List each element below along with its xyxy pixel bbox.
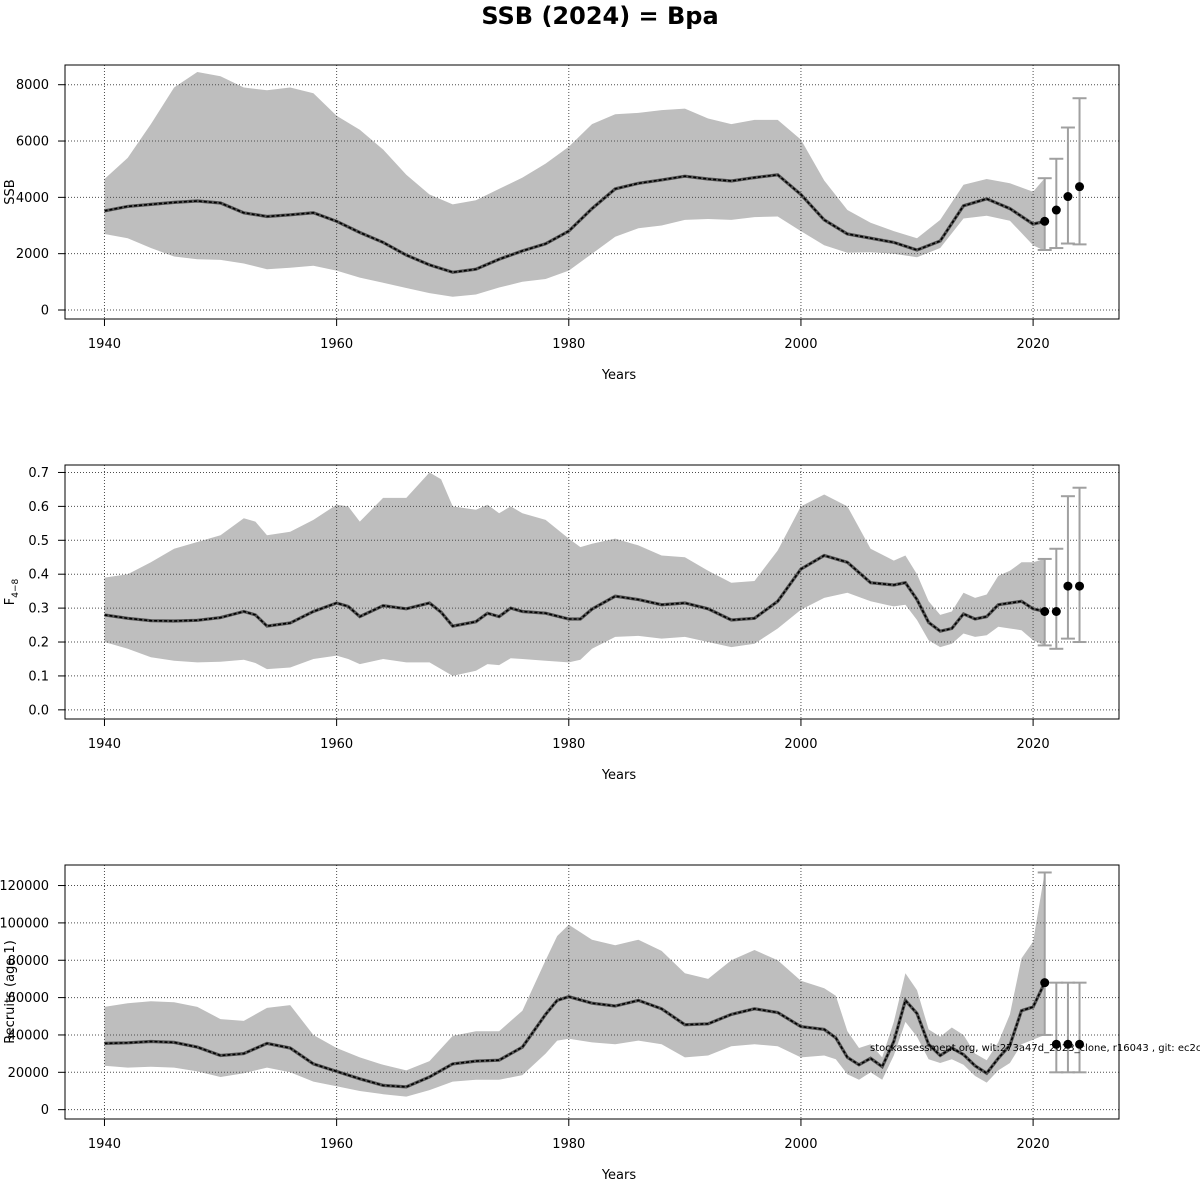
f-plot-frame [64,464,1120,720]
recruits-plot-frame [64,864,1120,1120]
recruits-panel: 1940 1960 1980 2000 2020 0 20000 40000 60000 8000… [0,864,1120,1183]
recruits-y-tick-label: 0 [41,1103,49,1118]
recruits-forecast-point [1040,978,1050,988]
ssb-x-tick-label: 1960 [320,337,353,352]
ssb-x-tick-label: 2020 [1017,337,1050,352]
recruits-y-tick-label: 120000 [0,879,49,894]
recruits-forecast-point [1075,1039,1085,1049]
ssb-x-axis-label: Years [601,368,637,383]
f-x-tick-label: 1960 [320,737,353,752]
recruits-x-tick-label: 1940 [88,1137,121,1152]
ssb-confidence-band [104,72,1045,297]
f-y-tick-label: 0.3 [28,602,49,617]
recruits-forecast-point [1051,1039,1061,1049]
f-forecast-point [1040,606,1050,616]
ssb-forecast-point [1040,216,1050,226]
f-y-tick-label: 0.7 [28,466,49,481]
f-x-tick-label: 1980 [552,737,585,752]
recruits-confidence-band [104,872,1045,1097]
ssb-y-tick-label: 0 [41,303,49,318]
ssb-forecast-point [1075,182,1085,192]
f-confidence-band [104,472,1045,676]
f-x-tick-label: 2000 [784,737,817,752]
f-y-axis-label-subscript: 4−8 [11,578,21,597]
ssb-y-axis-label: SSB [3,179,18,204]
ssb-y-tick-label: 6000 [16,135,49,150]
f-y-tick-label: 0.5 [28,534,49,549]
recruits-y-tick-label: 20000 [8,1066,49,1081]
recruits-y-tick-label: 80000 [8,954,49,969]
f-estimate-line [104,554,1045,633]
recruits-x-tick-label: 1980 [552,1137,585,1152]
ssb-y-tick-label: 4000 [16,191,49,206]
recruits-estimate-line [104,982,1046,1088]
ssb-y-tick-label: 8000 [16,78,49,93]
recruits-y-tick-label: 60000 [8,991,49,1006]
f-y-tick-label: 0.0 [28,703,49,718]
fishing-mortality-panel: 1940 1960 1980 2000 2020 0.0 0.1 0.2 0.3 0.4 0.5 0.… [3,464,1120,783]
recruits-x-axis-label: Years [601,1168,637,1183]
f-y-axis-label: F4−8 [3,578,21,605]
ssb-x-tick-label: 1940 [88,337,121,352]
ssb-y-tick-label: 2000 [16,247,49,262]
ssb-forecast-point [1051,205,1061,215]
f-y-tick-label: 0.2 [28,636,49,651]
recruits-x-tick-label: 2000 [784,1137,817,1152]
f-x-axis-label: Years [601,768,637,783]
f-y-tick-label: 0.6 [28,500,49,515]
watermark-text: stockassessment.org, wit:273a47d_2023_cl… [870,1043,1200,1054]
f-x-tick-label: 1940 [88,737,121,752]
f-forecast-point [1051,606,1061,616]
f-y-tick-label: 0.4 [28,568,49,583]
f-y-tick-label: 0.1 [28,669,49,684]
recruits-x-tick-label: 1960 [320,1137,353,1152]
ssb-estimate-line [104,173,1045,274]
ssb-plot-frame [64,64,1120,320]
recruits-y-tick-label: 100000 [0,916,49,931]
ssb-panel: 1940 1960 1980 2000 2020 0 2000 4000 6000 8000 Yea… [3,64,1120,383]
ssb-x-tick-label: 2000 [784,337,817,352]
recruits-y-tick-label: 40000 [8,1028,49,1043]
ssb-x-tick-label: 1980 [552,337,585,352]
recruits-x-tick-label: 2020 [1017,1137,1050,1152]
f-x-tick-label: 2020 [1017,737,1050,752]
f-forecast-point [1075,581,1085,591]
recruits-y-axis-label: Recruits (age 1) [3,940,18,1044]
recruits-forecast-point [1063,1039,1073,1049]
ssb-forecast-point [1063,192,1073,202]
chart-title: SSB (2024) = Bpa [481,2,718,30]
f-forecast-point [1063,581,1073,591]
